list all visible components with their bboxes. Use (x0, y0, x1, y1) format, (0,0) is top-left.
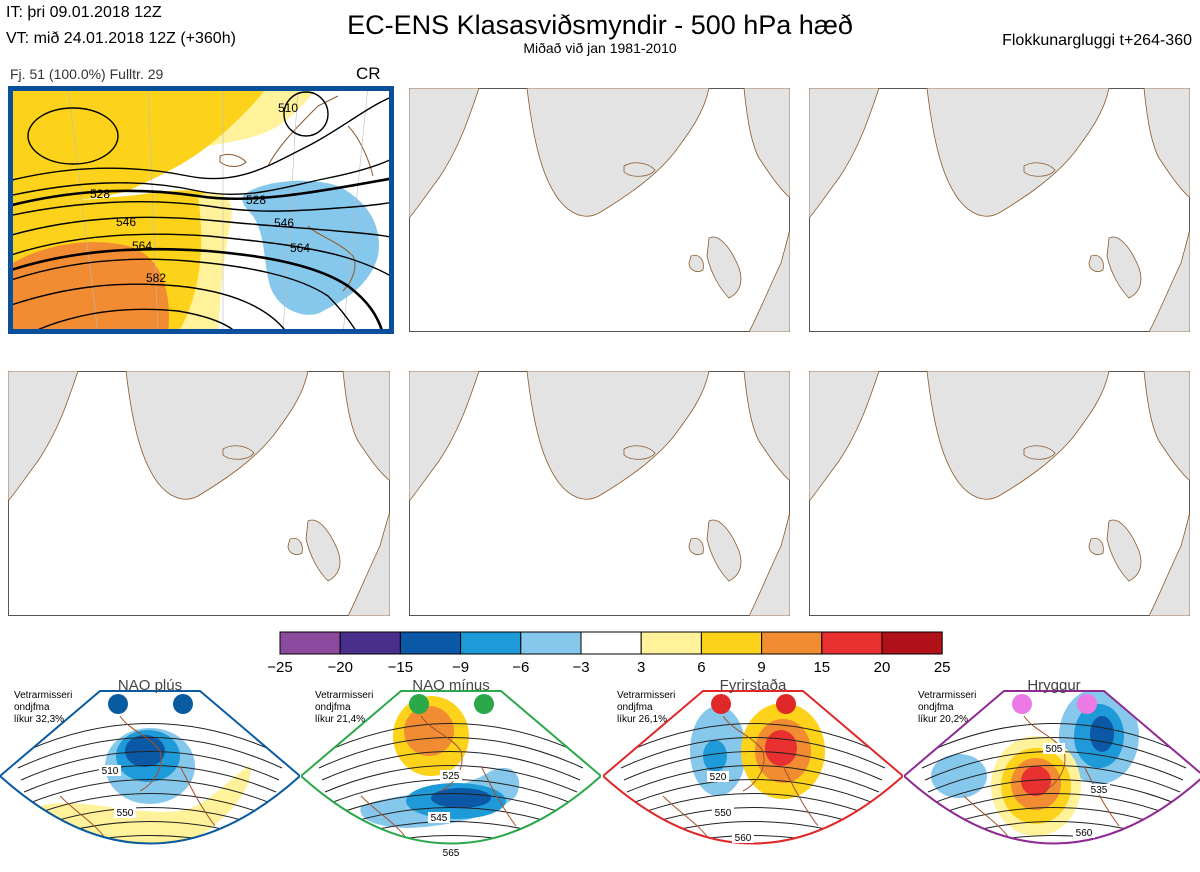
colorbar-swatch (761, 631, 823, 655)
colorbar-swatch (821, 631, 883, 655)
regime-info: Vetrarmisseri (617, 690, 675, 701)
regime-title: Hryggur (1027, 677, 1080, 694)
contour-label: 525 (443, 771, 460, 782)
contour-label: 560 (1076, 828, 1093, 839)
regime-dot-icon (474, 694, 494, 714)
colorbar-swatch (339, 631, 401, 655)
colorbar-swatch (460, 631, 522, 655)
regime-info: Vetrarmisseri (315, 690, 373, 701)
contour-label: 545 (431, 813, 448, 824)
svg-text:528: 528 (246, 193, 266, 207)
regime-info: líkur 21,4% (315, 714, 365, 725)
contour-label: 550 (715, 808, 732, 819)
page-subtitle: Miðað við jan 1981-2010 (523, 40, 677, 56)
svg-text:546: 546 (274, 216, 294, 230)
regime-info: líkur 26,1% (617, 714, 667, 725)
cluster-map-empty-2 (809, 88, 1190, 332)
svg-text:582: 582 (146, 271, 166, 285)
colorbar-tick-label: 20 (874, 659, 891, 676)
colorbar-swatch (520, 631, 582, 655)
regime-dot-icon (173, 694, 193, 714)
svg-text:510: 510 (278, 101, 298, 115)
colorbar-tick-label: 15 (813, 659, 830, 676)
colorbar-tick-label: −9 (452, 659, 469, 676)
colorbar-tick-label: −3 (572, 659, 589, 676)
regime-info: ondjfma (315, 702, 351, 713)
contour-label: 510 (102, 766, 119, 777)
contour-label: 550 (117, 808, 134, 819)
regime-info: líkur 20,2% (918, 714, 968, 725)
regime-title: Fyrirstaða (720, 677, 787, 694)
colorbar: −25 −20 −15 −9 −6 −3 3 6 9 15 20 25 (267, 631, 951, 676)
cluster-map-empty-1 (409, 88, 790, 332)
colorbar-swatch (399, 631, 462, 655)
regime-dot-icon (1077, 694, 1097, 714)
colorbar-swatch (700, 631, 763, 655)
regime-dot-icon (711, 694, 731, 714)
svg-text:564: 564 (290, 241, 310, 255)
regime-title: NAO mínus (412, 677, 490, 694)
colorbar-swatch (881, 631, 943, 655)
regime-info: Vetrarmisseri (14, 690, 72, 701)
regime-dot-icon (1012, 694, 1032, 714)
colorbar-tick-label: −20 (327, 659, 352, 676)
colorbar-swatch (580, 631, 642, 655)
colorbar-tick-label: 3 (637, 659, 645, 676)
contour-label: 520 (710, 772, 727, 783)
cluster-map-empty-3 (8, 371, 390, 616)
regime-info: ondjfma (14, 702, 50, 713)
colorbar-tick-label: −15 (388, 659, 413, 676)
regime-title: NAO plús (118, 677, 182, 694)
svg-text:564: 564 (132, 239, 152, 253)
valid-time: VT: mið 24.01.2018 12Z (+360h) (6, 30, 236, 47)
svg-text:528: 528 (90, 187, 110, 201)
cluster-info: Fj. 51 (100.0%) Fulltr. 29 (10, 66, 164, 82)
contour-label: 565 (443, 848, 460, 859)
colorbar-tick-label: 25 (934, 659, 951, 676)
colorbar-tick-label: −25 (267, 659, 292, 676)
cluster-map-empty-5 (809, 371, 1190, 616)
colorbar-swatches (279, 631, 943, 655)
cluster-map-empty-4 (409, 371, 790, 616)
classification-window: Flokkunargluggi t+264-360 (1002, 32, 1192, 49)
contour-label: 535 (1091, 785, 1108, 796)
regime-info: ondjfma (918, 702, 954, 713)
svg-text:546: 546 (116, 215, 136, 229)
regime-dot-icon (108, 694, 128, 714)
contour-label: 560 (735, 833, 752, 844)
colorbar-tick-label: 9 (757, 659, 765, 676)
regime-info: Vetrarmisseri (918, 690, 976, 701)
regime-dot-icon (409, 694, 429, 714)
colorbar-tick-label: −6 (512, 659, 529, 676)
colorbar-tick-labels: −25 −20 −15 −9 −6 −3 3 6 9 15 20 25 (267, 659, 950, 676)
issue-time: IT: þri 09.01.2018 12Z (6, 4, 162, 21)
page-title: EC-ENS Klasasviðsmyndir - 500 hPa hæð (347, 10, 853, 40)
colorbar-swatch (279, 631, 341, 655)
cluster-regime-code: CR (356, 64, 381, 83)
regime-info: ondjfma (617, 702, 653, 713)
colorbar-swatch (640, 631, 702, 655)
cluster-map-main: 510 528 546 564 582 528 546 564 (8, 86, 394, 334)
colorbar-tick-label: 6 (697, 659, 705, 676)
regime-dot-icon (776, 694, 796, 714)
regime-info: líkur 32,3% (14, 714, 64, 725)
contour-label: 505 (1046, 744, 1063, 755)
